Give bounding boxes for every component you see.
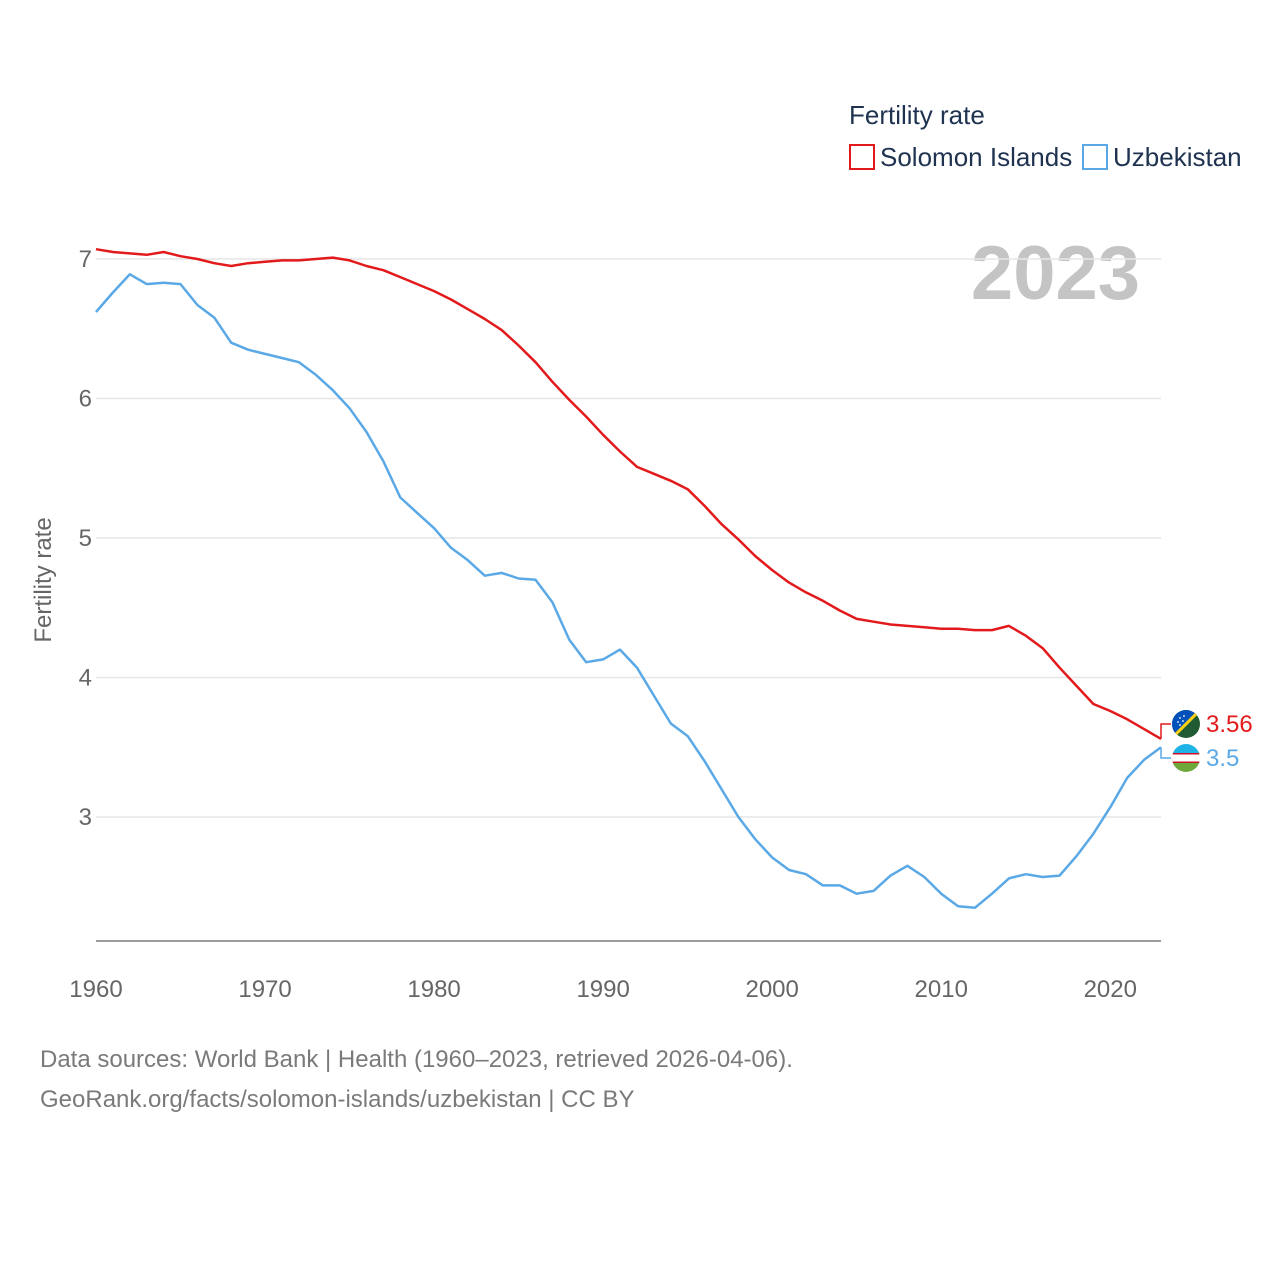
- legend-label-uzbekistan[interactable]: Uzbekistan: [1113, 142, 1242, 172]
- solomon-islands-flag-icon: [1172, 710, 1200, 738]
- y-tick-label: 5: [79, 525, 92, 552]
- source-link[interactable]: GeoRank.org/facts/solomon-islands/uzbeki…: [40, 1086, 635, 1113]
- footer: Data sources: World Bank | Health (1960–…: [40, 1040, 793, 1120]
- y-axis-title: Fertility rate: [30, 517, 57, 642]
- x-tick-label: 2010: [915, 976, 968, 1003]
- x-tick-label: 1960: [69, 976, 122, 1003]
- y-tick-label: 6: [79, 386, 92, 413]
- legend: Fertility rate Solomon Islands Uzbekista…: [849, 100, 1242, 172]
- legend-swatch-solomon-islands[interactable]: [849, 144, 875, 170]
- legend-title: Fertility rate: [849, 100, 985, 130]
- end-value-label: 3.56: [1206, 711, 1253, 738]
- legend-swatch-uzbekistan[interactable]: [1082, 144, 1108, 170]
- x-tick-label: 1990: [576, 976, 629, 1003]
- x-tick-label: 1980: [407, 976, 460, 1003]
- end-value-label: 3.5: [1206, 745, 1239, 772]
- x-tick-label: 1970: [238, 976, 291, 1003]
- end-connector: [1160, 723, 1171, 739]
- x-axis-ticks: 1960 1970 1980 1990 2000 2010 2020: [69, 976, 1137, 1003]
- legend-label-solomon-islands[interactable]: Solomon Islands: [880, 142, 1072, 172]
- gridlines: [96, 258, 1161, 818]
- end-markers: 3.56 3.5: [1160, 710, 1253, 772]
- y-tick-label: 7: [79, 246, 92, 273]
- y-tick-label: 4: [79, 665, 92, 692]
- year-watermark: 2023: [971, 231, 1140, 316]
- series-line-uzbekistan[interactable]: [95, 273, 1162, 909]
- series-lines: [95, 247, 1162, 909]
- x-tick-label: 2020: [1084, 976, 1137, 1003]
- y-tick-label: 3: [79, 804, 92, 831]
- series-line-solomon-islands[interactable]: [95, 247, 1162, 740]
- y-axis-ticks: 3 4 5 6 7: [79, 246, 92, 831]
- uzbekistan-flag-icon: [1172, 744, 1200, 772]
- end-connector: [1160, 747, 1171, 759]
- data-sources-note: Data sources: World Bank | Health (1960–…: [40, 1046, 793, 1073]
- fertility-rate-chart: Fertility rate Solomon Islands Uzbekista…: [30, 100, 1253, 1003]
- x-tick-label: 2000: [745, 976, 798, 1003]
